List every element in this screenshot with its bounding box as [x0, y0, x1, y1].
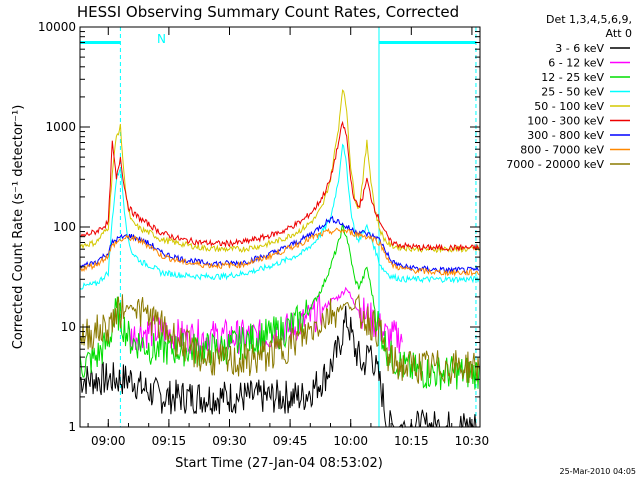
x-tick-label-7: 10:30 [455, 434, 490, 448]
x-tick-label-5: 10:00 [333, 434, 368, 448]
series-line-8 [79, 227, 480, 277]
legend-entry-label-9: 7000 - 20000 keV [506, 158, 604, 171]
series-line-3 [79, 222, 480, 391]
y-axis-label: Corrected Count Rate (s⁻¹ detector⁻¹) [11, 105, 26, 350]
x-tick-label-1: 09:00 [91, 434, 126, 448]
legend-entry-label-1: 3 - 6 keV [555, 42, 604, 55]
legend-entry-label-6: 100 - 300 keV [527, 115, 604, 128]
y-tick-label-2: 10 [61, 320, 76, 334]
x-tick-label-4: 09:45 [273, 434, 308, 448]
legend: Det 1,3,4,5,6,9, Att 0 3 - 6 keV 6 - 12 k… [506, 13, 632, 171]
y-axis: 1 10 100 1000 10000 [38, 20, 480, 434]
series-line-5 [79, 89, 480, 254]
series-line-6 [79, 120, 480, 252]
y-tick-label-5: 10000 [38, 20, 76, 34]
x-tick-label-3: 09:30 [212, 434, 247, 448]
flag-label: N [157, 32, 166, 46]
x-tick-label-6: 10:15 [394, 434, 429, 448]
legend-entry-label-7: 300 - 800 keV [527, 129, 604, 142]
y-tick-label-1: 1 [68, 420, 76, 434]
y-tick-label-4: 1000 [45, 120, 76, 134]
legend-entry-label-8: 800 - 7000 keV [520, 144, 604, 157]
series-line-4 [79, 143, 480, 290]
chart-title: HESSI Observing Summary Count Rates, Cor… [77, 3, 459, 21]
legend-entry-label-5: 50 - 100 keV [534, 100, 604, 113]
plot-area [79, 27, 480, 429]
legend-entry-label-2: 6 - 12 keV [548, 57, 604, 70]
footer-timestamp: 25-Mar-2010 04:05 [560, 467, 637, 476]
y-tick-label-3: 100 [53, 220, 76, 234]
legend-header-line-2: Att 0 [606, 27, 632, 40]
x-axis-label: Start Time (27-Jan-04 08:53:02) [175, 456, 383, 471]
series-line-9 [79, 293, 480, 384]
legend-entry-label-3: 12 - 25 keV [541, 71, 604, 84]
x-axis: 09:00 09:15 09:30 09:45 10:00 10:15 10:30 [87, 27, 490, 448]
series-line-7 [79, 215, 480, 274]
legend-entry-label-4: 25 - 50 keV [541, 86, 604, 99]
legend-header-line-1: Det 1,3,4,5,6,9, [546, 13, 632, 26]
x-tick-label-2: 09:15 [152, 434, 187, 448]
